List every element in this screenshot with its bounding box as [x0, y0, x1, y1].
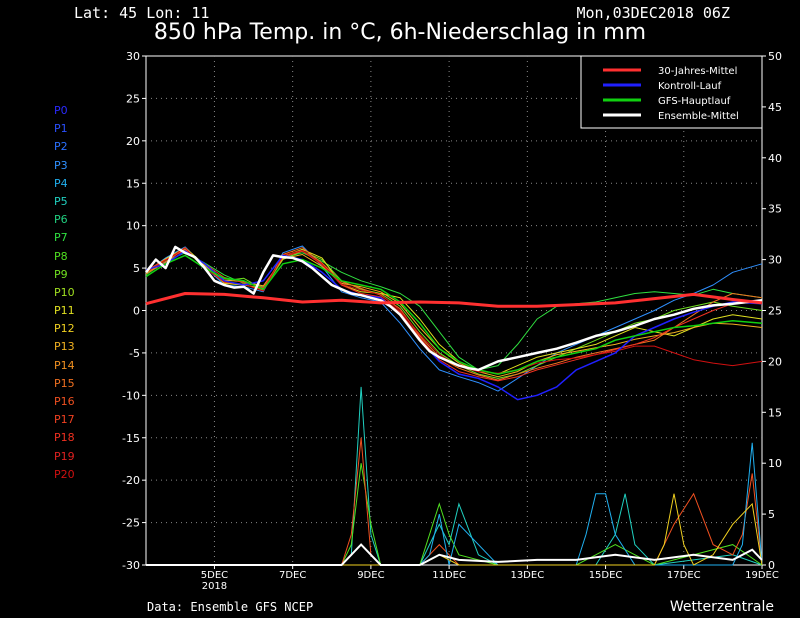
legend-label: Kontroll-Lauf	[658, 81, 722, 92]
member-label-p4: P4	[54, 176, 68, 190]
y-left-tick-label: -25	[122, 517, 140, 530]
chart-title: 850 hPa Temp. in °C, 6h-Niederschlag in …	[153, 20, 647, 45]
x-tick-label: 13DEC	[510, 570, 544, 581]
member-label-p3: P3	[54, 158, 68, 172]
plot-frame	[145, 55, 763, 566]
y-right-tick-label: 35	[768, 203, 782, 216]
x-tick-label: 9DEC	[357, 570, 384, 581]
y-right-tick-label: 25	[768, 305, 782, 318]
y-right-tick-label: 15	[768, 406, 782, 419]
y-right-tick-label: 30	[768, 254, 782, 267]
temp-line-30-jahres-mittel	[145, 292, 763, 308]
ensemble-member-list: P0 P1 P2 P3 P4 P5 P6 P7 P8 P9 P10 P11 P12 P13 P14 P15 P1…	[54, 102, 75, 484]
precip-line-ensemble-mittel	[146, 543, 763, 566]
y-right-tick-label: 40	[768, 152, 782, 165]
y-left-tick-label: -10	[122, 389, 140, 402]
y-left-tick-label: -30	[122, 559, 140, 572]
location-label: Lat: 45 Lon: 11	[74, 4, 210, 22]
member-label-p5: P5	[54, 194, 68, 208]
member-label-p1: P1	[54, 122, 68, 136]
temp-line-p11	[145, 247, 763, 375]
run-datetime: Mon,03DEC2018 06Z	[576, 4, 730, 22]
y-left-tick-label: 25	[126, 92, 140, 105]
precip-line-p5	[146, 386, 763, 566]
precip-line-p12	[146, 493, 763, 566]
y-left-tick-label: 5	[133, 262, 140, 275]
y-left-tick-label: 10	[126, 220, 140, 233]
member-label-p11: P11	[54, 304, 75, 318]
x-tick-label: 19DEC	[745, 570, 779, 581]
member-label-p20: P20	[54, 467, 75, 481]
member-label-p16: P16	[54, 395, 75, 408]
y-right-tick-label: 0	[768, 559, 775, 572]
x-tick-sublabel: 2018	[202, 581, 227, 592]
member-label-p2: P2	[54, 140, 68, 154]
member-label-p18: P18	[54, 431, 75, 445]
y-left-tick-label: -15	[122, 432, 140, 445]
brand-label: Wetterzentrale	[669, 599, 774, 615]
member-label-p12: P12	[54, 322, 75, 336]
temp-line-p18	[145, 249, 763, 382]
member-label-p17: P17	[54, 413, 75, 427]
y-left-tick-label: -5	[129, 347, 140, 360]
temp-line-gfs-hauptlauf	[145, 254, 763, 375]
temp-line-p20	[145, 247, 763, 374]
precip-line-p4	[146, 442, 763, 566]
member-label-p13: P13	[54, 340, 75, 354]
x-tick-label: 17DEC	[667, 570, 701, 581]
temp-line-p15	[145, 247, 763, 381]
y-left-tick-label: -20	[122, 474, 140, 487]
y-left-tick-label: 15	[126, 177, 140, 190]
member-label-p15: P15	[54, 376, 75, 390]
member-label-p0: P0	[54, 104, 68, 117]
x-tick-label: 7DEC	[279, 570, 306, 581]
y-left-tick-label: 0	[133, 305, 140, 318]
temp-line-kontroll-lauf	[145, 250, 763, 401]
member-label-p14: P14	[54, 358, 75, 372]
x-tick-label: 15DEC	[589, 570, 623, 581]
data-source: Data: Ensemble GFS NCEP	[147, 600, 314, 614]
legend-label: GFS-Hauptlauf	[658, 96, 731, 107]
y-left-tick-label: 20	[126, 135, 140, 148]
legend-label: 30-Jahres-Mittel	[658, 66, 737, 77]
y-right-tick-label: 10	[768, 457, 782, 470]
x-tick-label: 5DEC	[201, 570, 228, 581]
y-right-tick-label: 5	[768, 508, 775, 521]
member-label-p6: P6	[54, 213, 68, 227]
member-label-p10: P10	[54, 285, 75, 299]
y-right-tick-label: 20	[768, 355, 782, 368]
y-left-tick-label: 30	[126, 50, 140, 63]
member-label-p9: P9	[54, 267, 68, 281]
x-tick-label: 11DEC	[432, 570, 466, 581]
y-right-tick-label: 50	[768, 50, 782, 63]
temp-line-p7	[145, 252, 763, 371]
member-label-p7: P7	[54, 231, 68, 245]
legend-label: Ensemble-Mittel	[658, 111, 739, 122]
member-label-p8: P8	[54, 249, 68, 263]
temp-line-p3	[145, 245, 763, 392]
y-right-tick-label: 45	[768, 101, 782, 114]
member-label-p19: P19	[54, 449, 75, 463]
